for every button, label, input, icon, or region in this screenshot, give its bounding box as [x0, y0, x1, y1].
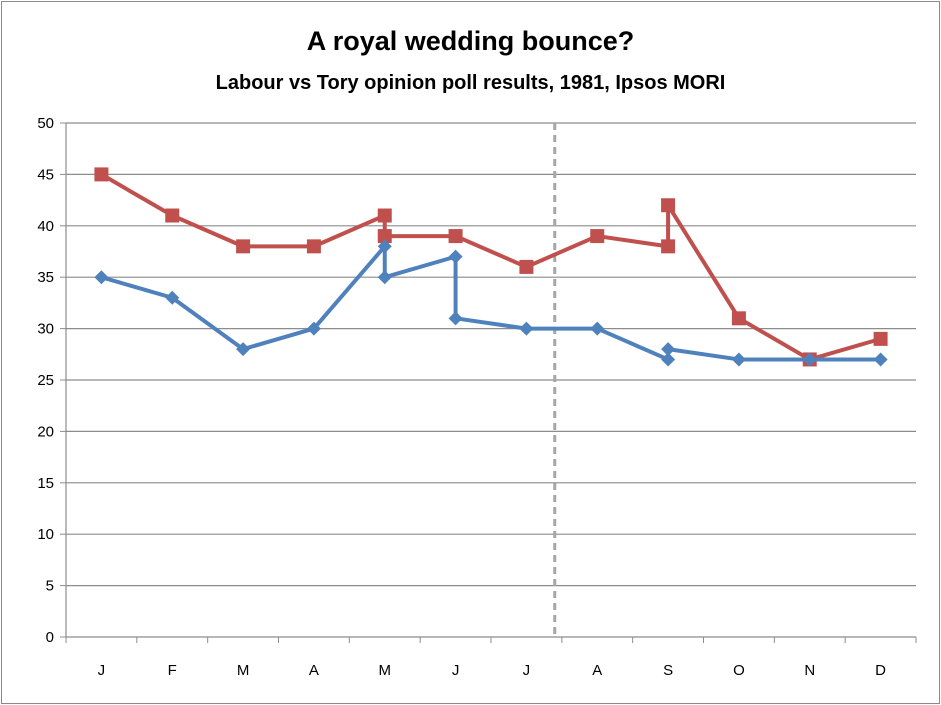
y-tick-label: 10: [37, 526, 54, 543]
data-point-diamond: [731, 352, 746, 367]
series-line: [100, 244, 881, 362]
data-point-square: [448, 229, 463, 244]
data-point-diamond: [448, 249, 463, 264]
x-tick-label: M: [237, 662, 250, 679]
data-point-diamond: [94, 270, 109, 285]
data-point-square: [661, 198, 676, 213]
y-tick-label: 25: [37, 372, 54, 389]
data-point-square: [377, 208, 392, 223]
y-tick-label: 5: [46, 578, 54, 595]
data-point-square: [377, 229, 392, 244]
data-point-diamond: [377, 239, 392, 254]
data-point-square: [306, 239, 321, 254]
x-tick-label: J: [98, 662, 106, 679]
x-tick-label: M: [379, 662, 392, 679]
x-tick-label: D: [875, 662, 886, 679]
x-tick-label: A: [309, 662, 319, 679]
x-tick-label: O: [733, 662, 745, 679]
y-tick-label: 45: [37, 166, 54, 183]
y-tick-label: 35: [37, 269, 54, 286]
y-tick-label: 30: [37, 321, 54, 338]
data-point-square: [731, 311, 746, 326]
data-point-diamond: [377, 270, 392, 285]
data-point-square: [873, 331, 888, 346]
data-point-diamond: [590, 321, 605, 336]
y-tick-label: 40: [37, 218, 54, 235]
x-tick-label: A: [592, 662, 602, 679]
data-point-square: [94, 167, 109, 182]
data-point-diamond: [802, 352, 817, 367]
data-point-diamond: [873, 352, 888, 367]
chart-subtitle: Labour vs Tory opinion poll results, 198…: [215, 72, 726, 94]
series-line: [100, 172, 882, 362]
y-tick-label: 15: [37, 475, 54, 492]
chart-title: A royal wedding bounce?: [306, 26, 635, 56]
data-point-square: [165, 208, 180, 223]
data-point-diamond: [236, 342, 251, 357]
data-point-diamond: [661, 342, 676, 357]
y-tick-label: 0: [46, 629, 54, 646]
x-tick-label: J: [523, 662, 531, 679]
data-point-diamond: [661, 352, 676, 367]
x-tick-label: F: [168, 662, 177, 679]
x-tick-label: S: [663, 662, 673, 679]
data-point-diamond: [306, 321, 321, 336]
data-point-diamond: [165, 290, 180, 305]
y-tick-label: 20: [37, 423, 54, 440]
data-point-diamond: [448, 311, 463, 326]
x-tick-label: N: [804, 662, 815, 679]
data-point-square: [236, 239, 251, 254]
data-point-diamond: [519, 321, 534, 336]
y-tick-label: 50: [37, 115, 54, 132]
data-point-square: [590, 229, 605, 244]
data-point-square: [661, 239, 676, 254]
data-point-square: [519, 259, 534, 274]
x-tick-label: J: [452, 662, 460, 679]
